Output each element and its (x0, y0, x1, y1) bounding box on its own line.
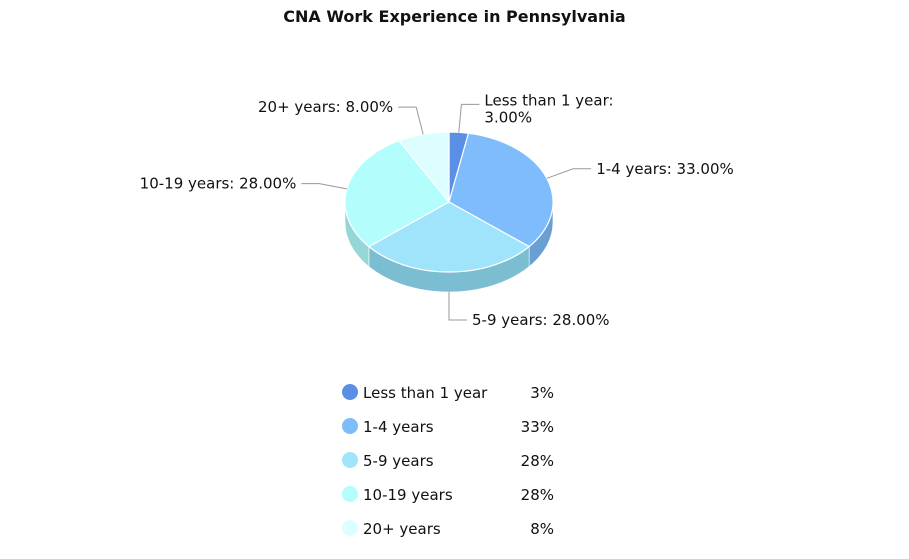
legend-label: 5-9 years (363, 452, 434, 470)
legend-swatch (342, 384, 358, 400)
legend-value: 28% (520, 452, 554, 470)
leader-line-0 (458, 103, 480, 133)
legend-item[interactable]: 5-9 years 28% (340, 448, 570, 482)
legend-swatch (342, 418, 358, 434)
legend-value: 3% (530, 384, 554, 402)
legend-item[interactable]: 10-19 years 28% (340, 482, 570, 516)
legend-value: 33% (520, 418, 554, 436)
legend-value: 28% (520, 486, 554, 504)
slice-label-1: 1-4 years: 33.00% (596, 160, 734, 178)
pie-slice-3[interactable] (344, 139, 450, 248)
legend-label: 1-4 years (363, 418, 434, 436)
slice-label-0: Less than 1 year: 3.00% (484, 91, 613, 126)
pie-chart: Less than 1 year: 3.00% 1-4 years: 33.00% 5… (140, 91, 734, 329)
legend-item[interactable]: 20+ years 8% (340, 516, 570, 550)
legend-label: Less than 1 year (363, 384, 488, 402)
pie-slice-4[interactable] (397, 131, 450, 204)
slice-label-3: 10-19 years: 28.00% (140, 175, 297, 193)
legend-item[interactable]: 1-4 years 33% (340, 414, 570, 448)
pie-slices (344, 131, 554, 273)
chart-title: CNA Work Experience in Pennsylvania (283, 7, 626, 26)
leader-line-1 (546, 168, 592, 179)
leader-line-3 (301, 183, 347, 190)
legend-item[interactable]: Less than 1 year 3% (340, 380, 570, 414)
legend-swatch (342, 520, 358, 536)
slice-labels: Less than 1 year: 3.00% 1-4 years: 33.00% 5… (140, 91, 734, 329)
legend-label: 20+ years (363, 520, 441, 538)
legend-label: 10-19 years (363, 486, 453, 504)
legend-swatch (342, 486, 358, 502)
legend: Less than 1 year 3% 1-4 years 33% 5-9 years 2… (340, 380, 570, 550)
slice-label-4: 20+ years: 8.00% (258, 98, 393, 116)
pie-slice-1[interactable] (448, 132, 554, 248)
leader-line-2 (448, 292, 467, 321)
leader-line-4 (398, 106, 424, 135)
pie-slice-2[interactable] (367, 201, 531, 273)
legend-value: 8% (530, 520, 554, 538)
legend-swatch (342, 452, 358, 468)
slice-label-2: 5-9 years: 28.00% (472, 311, 610, 329)
